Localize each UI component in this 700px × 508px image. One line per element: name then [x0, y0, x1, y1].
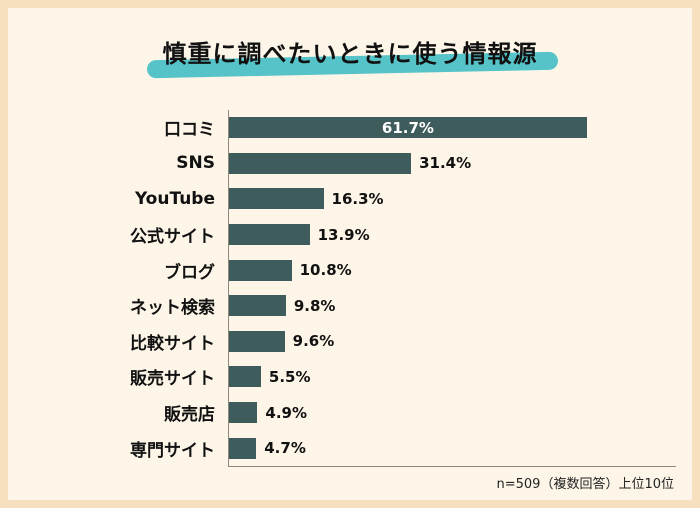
category-label: YouTube — [134, 188, 215, 209]
chart-row: 販売サイト 5.5% — [24, 359, 676, 395]
chart-panel: 慎重に調べたいときに使う情報源 口コミ 61.7% SNS 31.4% YouT… — [8, 8, 692, 500]
value-label: 31.4% — [419, 154, 472, 173]
chart-row: 販売店 4.9% — [24, 394, 676, 431]
bar-track: 10.8% — [228, 252, 676, 288]
category-label: 販売サイト — [130, 369, 215, 390]
chart-rows: 口コミ 61.7% SNS 31.4% YouTube 16.3% 公式サイト — [24, 110, 676, 466]
chart-row: ネット検索 9.8% — [24, 287, 676, 324]
bar-track: 9.8% — [228, 287, 676, 324]
bar — [229, 330, 285, 352]
x-axis-baseline — [228, 465, 676, 467]
bar — [229, 152, 412, 174]
value-label-inside: 61.7% — [381, 118, 434, 137]
value-label: 4.7% — [264, 439, 306, 458]
bar — [229, 295, 286, 317]
bar-track: 5.5% — [228, 359, 676, 395]
value-label: 5.5% — [268, 367, 311, 386]
bar-track: 13.9% — [228, 216, 676, 253]
category-label: SNS — [176, 153, 215, 174]
bar-track: 4.7% — [228, 430, 676, 466]
bar — [229, 224, 310, 246]
category-label: ネット検索 — [130, 298, 215, 319]
page-title: 慎重に調べたいときに使う情報源 — [146, 34, 558, 79]
chart-row: SNS 31.4% — [24, 145, 676, 182]
chart-row: 口コミ 61.7% — [24, 110, 676, 146]
category-label: 口コミ — [164, 120, 215, 141]
bar — [229, 402, 258, 424]
value-label: 9.8% — [293, 296, 336, 315]
value-label: 13.9% — [317, 225, 370, 244]
bar: 61.7% — [229, 117, 587, 139]
title-wrap: 慎重に調べたいときに使う情報源 — [8, 34, 692, 79]
value-label: 10.8% — [299, 261, 352, 280]
chart-row: 専門サイト 4.7% — [24, 430, 676, 466]
category-label: ブログ — [164, 262, 215, 283]
bar — [229, 366, 261, 388]
bar — [229, 188, 324, 210]
value-label: 9.6% — [292, 332, 335, 351]
bar-track: 61.7% — [228, 110, 676, 146]
bar-track: 31.4% — [228, 145, 676, 182]
chart-row: 比較サイト 9.6% — [24, 323, 676, 360]
page-title-text: 慎重に調べたいときに使う情報源 — [162, 40, 538, 68]
category-label: 専門サイト — [130, 440, 215, 461]
bar-track: 16.3% — [228, 181, 676, 217]
chart-row: 公式サイト 13.9% — [24, 216, 676, 253]
bar-track: 4.9% — [228, 394, 676, 431]
bar — [229, 437, 257, 459]
chart-row: ブログ 10.8% — [24, 252, 676, 288]
bar — [229, 259, 292, 281]
value-label: 4.9% — [265, 403, 308, 422]
category-label: 販売店 — [164, 405, 215, 426]
bar-track: 9.6% — [228, 323, 676, 360]
bar-chart: 口コミ 61.7% SNS 31.4% YouTube 16.3% 公式サイト — [24, 110, 676, 467]
category-label: 公式サイト — [130, 227, 215, 248]
chart-row: YouTube 16.3% — [24, 181, 676, 217]
value-label: 16.3% — [331, 189, 384, 208]
category-label: 比較サイト — [130, 333, 215, 354]
sample-size-note: n=509（複数回答）上位10位 — [496, 477, 675, 492]
